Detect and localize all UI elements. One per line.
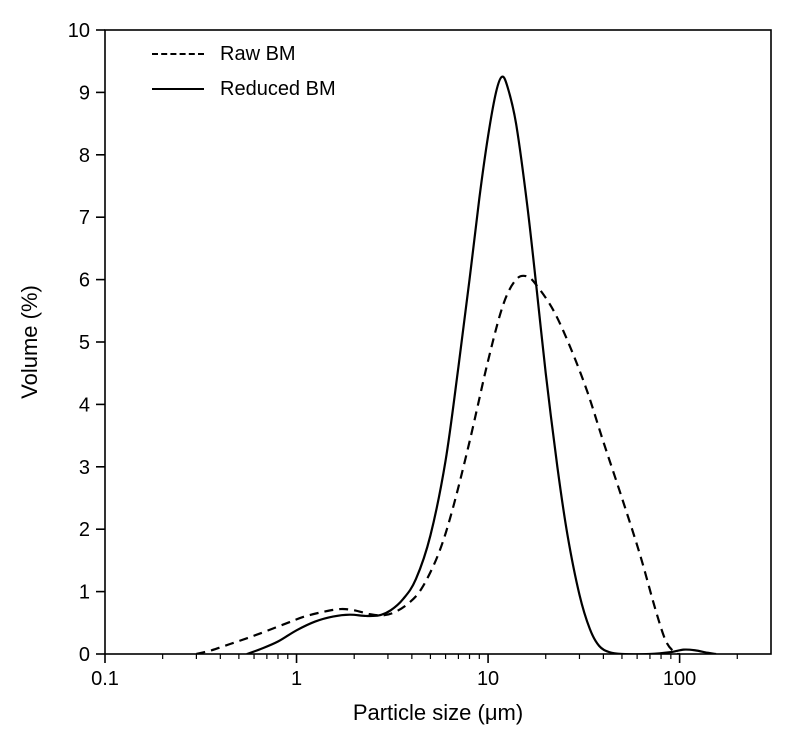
legend-label-raw-bm: Raw BM [220, 42, 296, 65]
y-tick-label: 2 [79, 519, 90, 541]
solid-line-sample-icon [152, 88, 204, 90]
y-tick-label: 4 [79, 394, 90, 416]
x-tick-label: 10 [477, 668, 499, 690]
dashed-line-sample-icon [152, 53, 204, 55]
y-tick-label: 5 [79, 332, 90, 354]
chart-legend: Raw BM Reduced BM [152, 42, 336, 101]
y-tick-label: 8 [79, 145, 90, 167]
legend-item-raw-bm: Raw BM [152, 42, 336, 66]
y-axis-title: Volume (%) [17, 285, 42, 399]
x-tick-label: 0.1 [91, 668, 119, 690]
y-tick-label: 3 [79, 457, 90, 479]
x-tick-label: 1 [291, 668, 302, 690]
y-tick-label: 1 [79, 582, 90, 604]
plot-frame [104, 29, 772, 655]
x-axis-title: Particle size (μm) [352, 700, 524, 725]
y-tick-label: 10 [68, 20, 90, 42]
y-tick-label: 7 [79, 207, 90, 229]
series-line-raw-bm [196, 274, 680, 654]
series-line-reduced-bm [246, 75, 717, 654]
legend-item-reduced-bm: Reduced BM [152, 77, 336, 101]
y-tick-label: 0 [79, 644, 90, 666]
y-tick-label: 9 [79, 82, 90, 104]
legend-label-reduced-bm: Reduced BM [220, 77, 336, 100]
x-tick-label: 100 [663, 668, 696, 690]
y-tick-label: 6 [79, 270, 90, 292]
